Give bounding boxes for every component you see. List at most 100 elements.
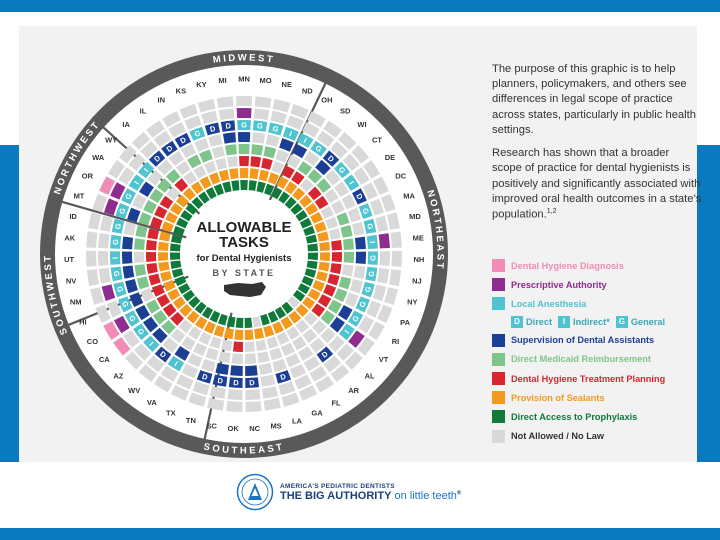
cell-oh-tp xyxy=(281,165,295,179)
cell-me-da xyxy=(307,243,318,252)
state-label-co: CO xyxy=(87,337,98,346)
cell-ak-ps xyxy=(158,241,169,251)
cell-mi-tp xyxy=(227,156,238,168)
la-code-nm: G xyxy=(115,285,125,293)
state-label-al: AL xyxy=(365,371,375,380)
cell-ar-dg xyxy=(330,364,350,383)
state-label-pa: PA xyxy=(400,318,410,327)
legend-item-prophylaxis: Direct Access to Prophylaxis xyxy=(492,407,702,426)
cell-md-ps xyxy=(317,231,329,242)
legend-swatch-supervision xyxy=(492,333,505,347)
la-code-wy: I xyxy=(142,166,150,173)
cell-ky-ps xyxy=(218,169,230,182)
cell-ct-mr xyxy=(316,178,332,193)
cell-ms-ps xyxy=(254,327,265,340)
cell-il-dg xyxy=(146,120,165,138)
cell-ia-mr xyxy=(165,168,181,184)
cell-nm-sv xyxy=(125,279,138,294)
legend-label-diagnosis: Dental Hygiene Diagnosis xyxy=(511,260,624,271)
cell-al-da xyxy=(287,296,300,309)
la-code-mn: G xyxy=(241,120,247,129)
cell-al-ps xyxy=(295,304,309,317)
cell-vt-pa xyxy=(348,330,365,348)
cell-ny-tp xyxy=(327,273,340,286)
legend-swatch-treatment xyxy=(492,372,505,386)
state-label-nh: NH xyxy=(413,255,424,264)
cell-nc-tp xyxy=(244,341,255,352)
cell-md-sv xyxy=(352,221,365,236)
cell-ma-sv xyxy=(347,207,362,223)
cell-vt-tp xyxy=(311,303,326,318)
cell-nm-tp xyxy=(148,273,161,286)
cell-ny-da xyxy=(304,268,317,278)
cell-ut-dg xyxy=(85,250,97,267)
legend-label-supervision: Supervision of Dental Assistants xyxy=(511,335,655,346)
cell-md-tp xyxy=(328,228,341,240)
cell-wi-sv xyxy=(315,159,331,176)
cell-ca-la xyxy=(133,323,149,341)
cell-tn-dg xyxy=(188,392,207,407)
cell-tn-ps xyxy=(213,325,225,338)
cell-co-dg xyxy=(103,321,120,340)
key-general-label: General xyxy=(630,317,666,328)
cell-wi-tp xyxy=(299,178,314,193)
cell-ne-dg xyxy=(272,99,291,113)
la-code-md: G xyxy=(365,223,375,231)
cell-hi-tp xyxy=(151,284,165,297)
legend-swatch-diagnosis xyxy=(492,259,505,273)
cell-nd-da xyxy=(264,183,275,196)
cell-ut-da xyxy=(170,252,181,261)
cell-ma-da xyxy=(303,225,315,236)
state-label-nj: NJ xyxy=(412,276,422,285)
cell-wi-la xyxy=(322,150,340,167)
cell-ma-ps xyxy=(314,221,327,233)
cell-or-dg xyxy=(99,176,116,195)
state-label-il: IL xyxy=(140,107,147,116)
region-label-southeast: SOUTHEAST xyxy=(203,441,286,456)
cell-mi-pa xyxy=(218,108,235,121)
state-label-oh: OH xyxy=(321,95,332,104)
cell-nh-la xyxy=(367,251,378,266)
cell-wv-pa xyxy=(146,355,165,373)
cell-wa-mr xyxy=(149,188,164,204)
cell-mt-tp xyxy=(150,216,163,229)
cell-mi-sv xyxy=(222,132,236,144)
aapd-footer-logo: AMERICA'S PEDIATRIC DENTISTS THE BIG AUT… xyxy=(236,470,461,514)
cell-va-sv xyxy=(174,346,190,361)
cell-ks-mr xyxy=(199,149,213,163)
cell-ma-la xyxy=(358,203,373,219)
cell-or-ps xyxy=(165,211,178,224)
cell-mo-ps xyxy=(249,168,259,180)
cell-nv-dg xyxy=(86,269,100,287)
la-code-nd: I xyxy=(288,129,293,138)
cell-nm-da xyxy=(171,268,184,278)
cell-me-mr xyxy=(342,238,354,250)
state-label-tn: TN xyxy=(186,416,196,425)
state-label-hi: HI xyxy=(79,318,87,327)
cell-mo-tp xyxy=(250,156,262,168)
state-label-sd: SD xyxy=(340,107,351,116)
cell-vt-sv xyxy=(329,316,345,333)
cell-wi-pa xyxy=(330,141,348,159)
cell-ut-tp xyxy=(146,251,157,262)
cell-il-tp xyxy=(183,171,197,185)
cell-ak-mr xyxy=(134,238,146,250)
cell-nc-sv xyxy=(245,365,258,376)
cell-al-sv xyxy=(320,327,336,344)
cell-id-tp xyxy=(147,228,160,240)
la-code-ma: G xyxy=(360,207,370,216)
cell-nj-dg xyxy=(388,269,402,287)
la-code-nc: D xyxy=(249,378,256,387)
cell-oh-pa xyxy=(302,122,320,138)
cell-nm-la xyxy=(113,281,127,298)
cell-wi-ps xyxy=(292,187,306,201)
la-code-co: G xyxy=(127,314,138,324)
la-code-ia: D xyxy=(152,153,162,164)
cell-oh-dg xyxy=(307,111,326,128)
right-blue-edge xyxy=(697,145,720,462)
cell-wv-dg xyxy=(138,364,158,382)
cell-id-la xyxy=(111,218,125,234)
cell-ct-la xyxy=(333,161,351,179)
state-label-ok: OK xyxy=(228,424,240,433)
cell-in-sv xyxy=(180,143,197,159)
